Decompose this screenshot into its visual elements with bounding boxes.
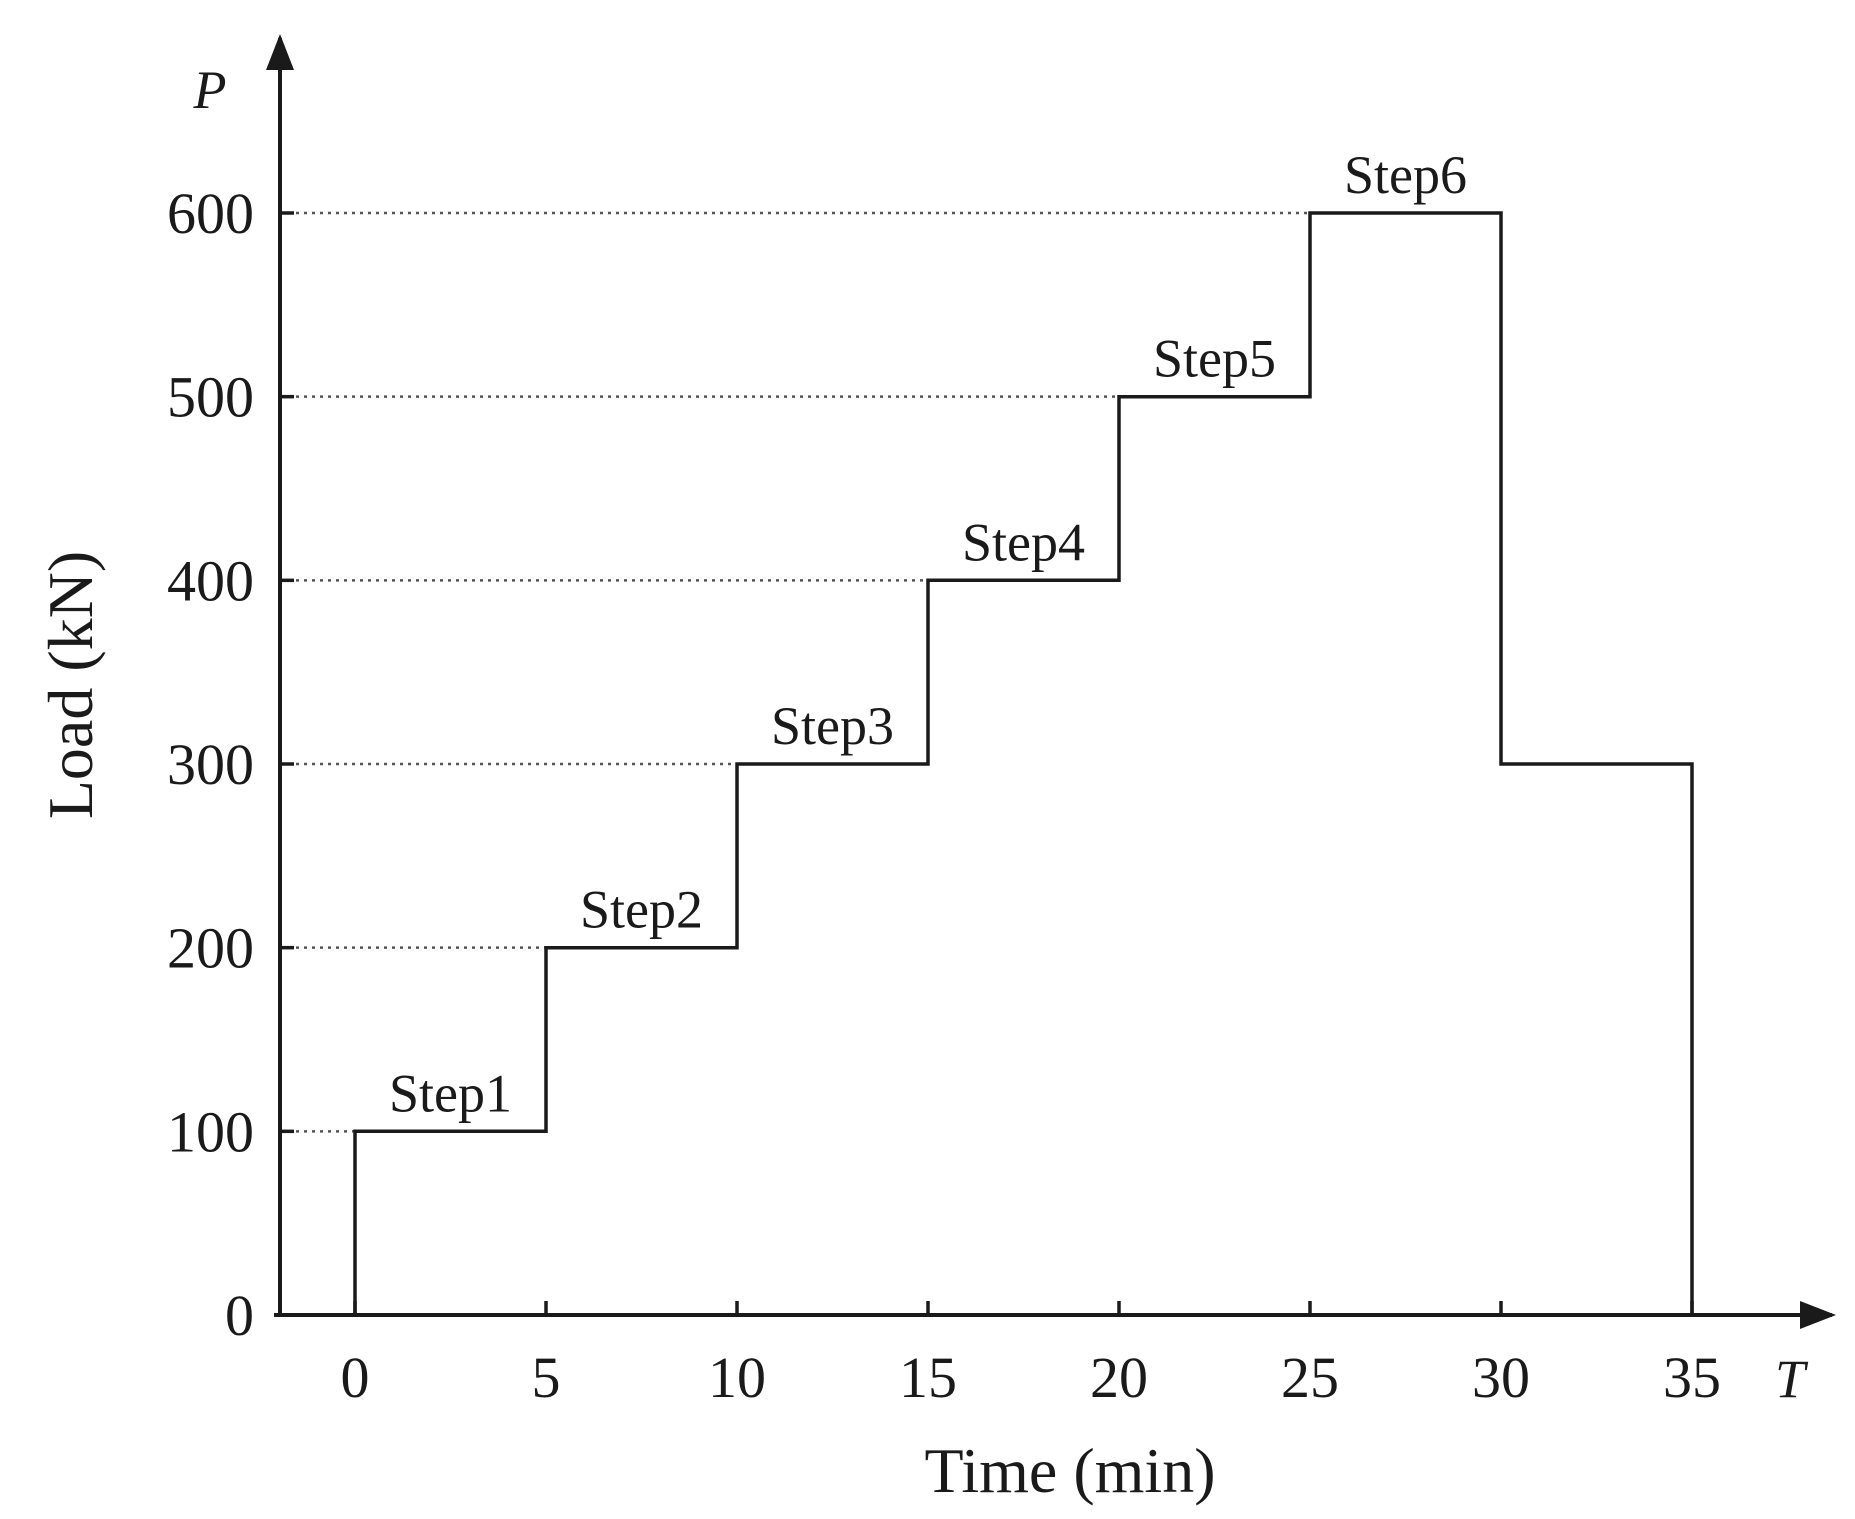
x-axis-title: Time (min) — [925, 1435, 1216, 1506]
x-tick-label-25: 25 — [1281, 1345, 1339, 1410]
x-tick-label-20: 20 — [1090, 1345, 1148, 1410]
y-tick-label-400: 400 — [167, 548, 254, 613]
x-tick-label-5: 5 — [532, 1345, 561, 1410]
x-tick-label-35: 35 — [1663, 1345, 1721, 1410]
x-tick-label-15: 15 — [899, 1345, 957, 1410]
x-tick-label-10: 10 — [708, 1345, 766, 1410]
y-tick-labels: 0 100 200 300 400 500 600 — [167, 181, 254, 1348]
x-tick-label-0: 0 — [341, 1345, 370, 1410]
step-labels: Step1 Step2 Step3 Step4 Step5 Step6 — [389, 145, 1467, 1123]
x-tick-labels: 0 5 10 15 20 25 30 35 — [341, 1345, 1722, 1410]
grid-lines — [280, 211, 1310, 1133]
x-axis-symbol: T — [1775, 1349, 1809, 1409]
step-label-2: Step2 — [580, 880, 703, 940]
y-tick-label-0: 0 — [225, 1283, 254, 1348]
y-axis-symbol: P — [193, 60, 227, 120]
x-tick-label-30: 30 — [1472, 1345, 1530, 1410]
step-label-6: Step6 — [1344, 145, 1467, 205]
y-tick-label-300: 300 — [167, 732, 254, 797]
y-tick-label-600: 600 — [167, 181, 254, 246]
load-step-line — [353, 211, 1694, 1315]
step-label-5: Step5 — [1153, 329, 1276, 389]
y-tick-label-200: 200 — [167, 916, 254, 981]
tick-marks — [280, 211, 1694, 1317]
step-label-1: Step1 — [389, 1063, 512, 1123]
y-tick-label-100: 100 — [167, 1099, 254, 1164]
y-tick-label-500: 500 — [167, 365, 254, 430]
y-axis-title: Load (kN) — [35, 551, 106, 819]
step-label-4: Step4 — [962, 512, 1085, 572]
step-label-3: Step3 — [771, 696, 894, 756]
